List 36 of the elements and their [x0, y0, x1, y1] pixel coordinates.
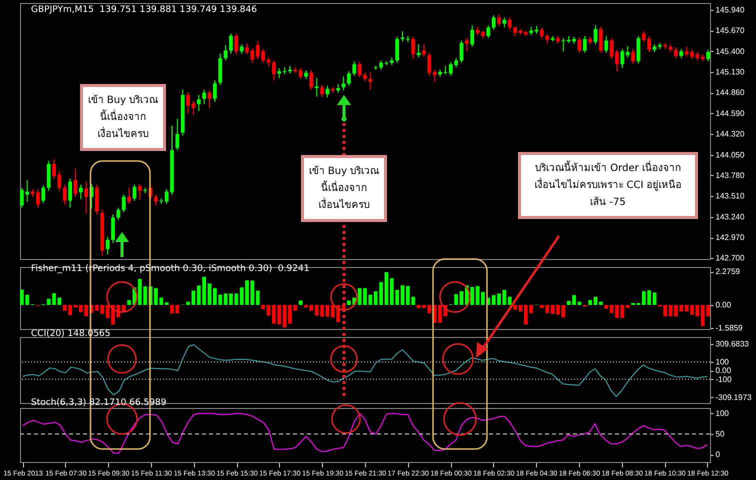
y-tick-label: 142.700	[716, 254, 745, 263]
y-tick-label: 145.940	[716, 5, 745, 14]
bar	[298, 300, 303, 305]
y-tick-label: 142.970	[716, 233, 745, 242]
y-tick-label: 143.240	[716, 212, 745, 222]
y-tick-label: 145.130	[716, 67, 745, 76]
y-tick-label: 144.860	[716, 88, 745, 98]
y-tick-label: 144.050	[716, 150, 745, 160]
y-tick-label: 145.400	[716, 46, 745, 56]
y-tick-label: 143.510	[716, 192, 745, 201]
candlestick	[668, 44, 672, 53]
y-tick-label: 50	[716, 429, 725, 438]
y-tick-label: 0	[716, 450, 720, 460]
y-tick-label: 309.6833	[716, 339, 750, 348]
y-tick-label: -1.5859	[716, 324, 744, 333]
callout-box: เข้า Buy บริเวณ นี้เนื่องจาก เงื่อนไขครบ	[80, 84, 166, 151]
y-tick-label: -100	[716, 374, 732, 384]
y-tick-label: 143.780	[716, 170, 745, 180]
candlestick	[652, 44, 656, 53]
y-tick-label: 144.590	[716, 108, 745, 118]
line-series	[22, 412, 708, 454]
y-tick-label: -309.1973	[716, 392, 752, 402]
bar	[529, 304, 534, 314]
callout-box: บริเวณนี้ห้ามเข้า Order เนื่องจาก เงื่อนไขไม่ครบเพราะ CCI อยู่เหนือ เส้น -75	[518, 152, 698, 219]
bar	[164, 302, 169, 305]
y-tick-label: 0.00	[716, 366, 732, 376]
bar	[62, 304, 67, 311]
candlestick	[406, 35, 410, 43]
y-tick-label: 100	[716, 408, 730, 418]
y-tick-label: 2.2759	[716, 267, 741, 276]
callout-box: เข้า Buy บริเวณ นี้เนื่องจาก เงื่อนไขครบ	[301, 155, 387, 222]
y-tick-label: 145.670	[716, 26, 745, 36]
y-tick-label: 0.00	[716, 300, 732, 310]
y-tick-label: 144.320	[716, 130, 745, 139]
chart-title: GBPJPYm,M15 139.751 139.881 139.749 139.846	[31, 5, 257, 15]
y-tick-label: 100	[716, 358, 730, 367]
